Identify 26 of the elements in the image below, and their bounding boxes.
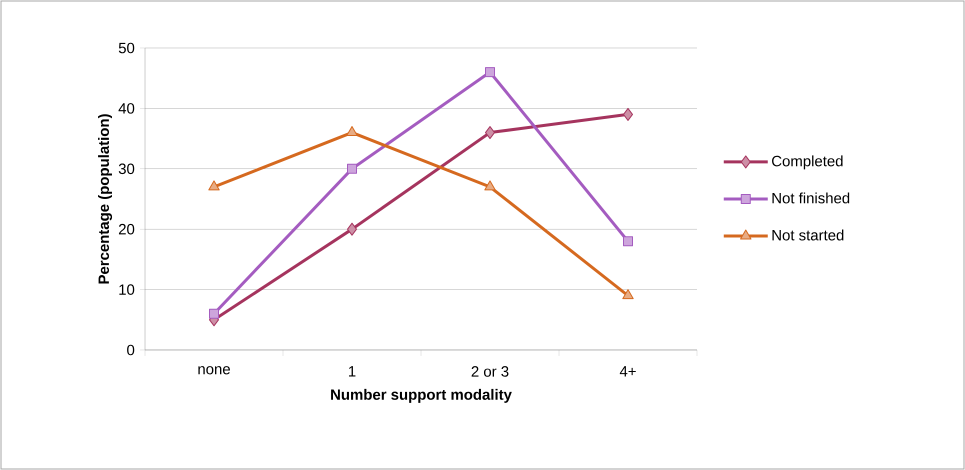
point (484, 180, 496, 190)
x-tick-label: 2 or 3 (472, 366, 508, 377)
point (209, 308, 220, 319)
x-tick-label: none (198, 366, 230, 374)
point (623, 236, 634, 246)
point (622, 289, 634, 300)
y-tick-label: 40 (118, 103, 134, 114)
point (346, 126, 358, 136)
y-tick-label: 50 (118, 42, 134, 54)
point (485, 67, 496, 78)
x-axis-title: Number support modality (331, 388, 512, 403)
y-tick-label: 0 (127, 344, 134, 356)
point (485, 126, 496, 140)
legend-label: Completed (772, 155, 843, 170)
point (208, 180, 220, 190)
y-axis-title: Percentage (population) (98, 114, 112, 284)
x-tick-label: 1 (348, 366, 356, 376)
point (347, 222, 358, 236)
legend-label: Not finished (772, 192, 850, 204)
y-tick-label: 20 (118, 224, 134, 234)
y-tick-label: 30 (118, 163, 134, 174)
point (623, 108, 634, 121)
x-tick-label: 4+ (620, 366, 636, 376)
y-tick-label: 10 (119, 284, 134, 295)
point (347, 164, 358, 174)
legend-label: Not started (772, 230, 844, 240)
